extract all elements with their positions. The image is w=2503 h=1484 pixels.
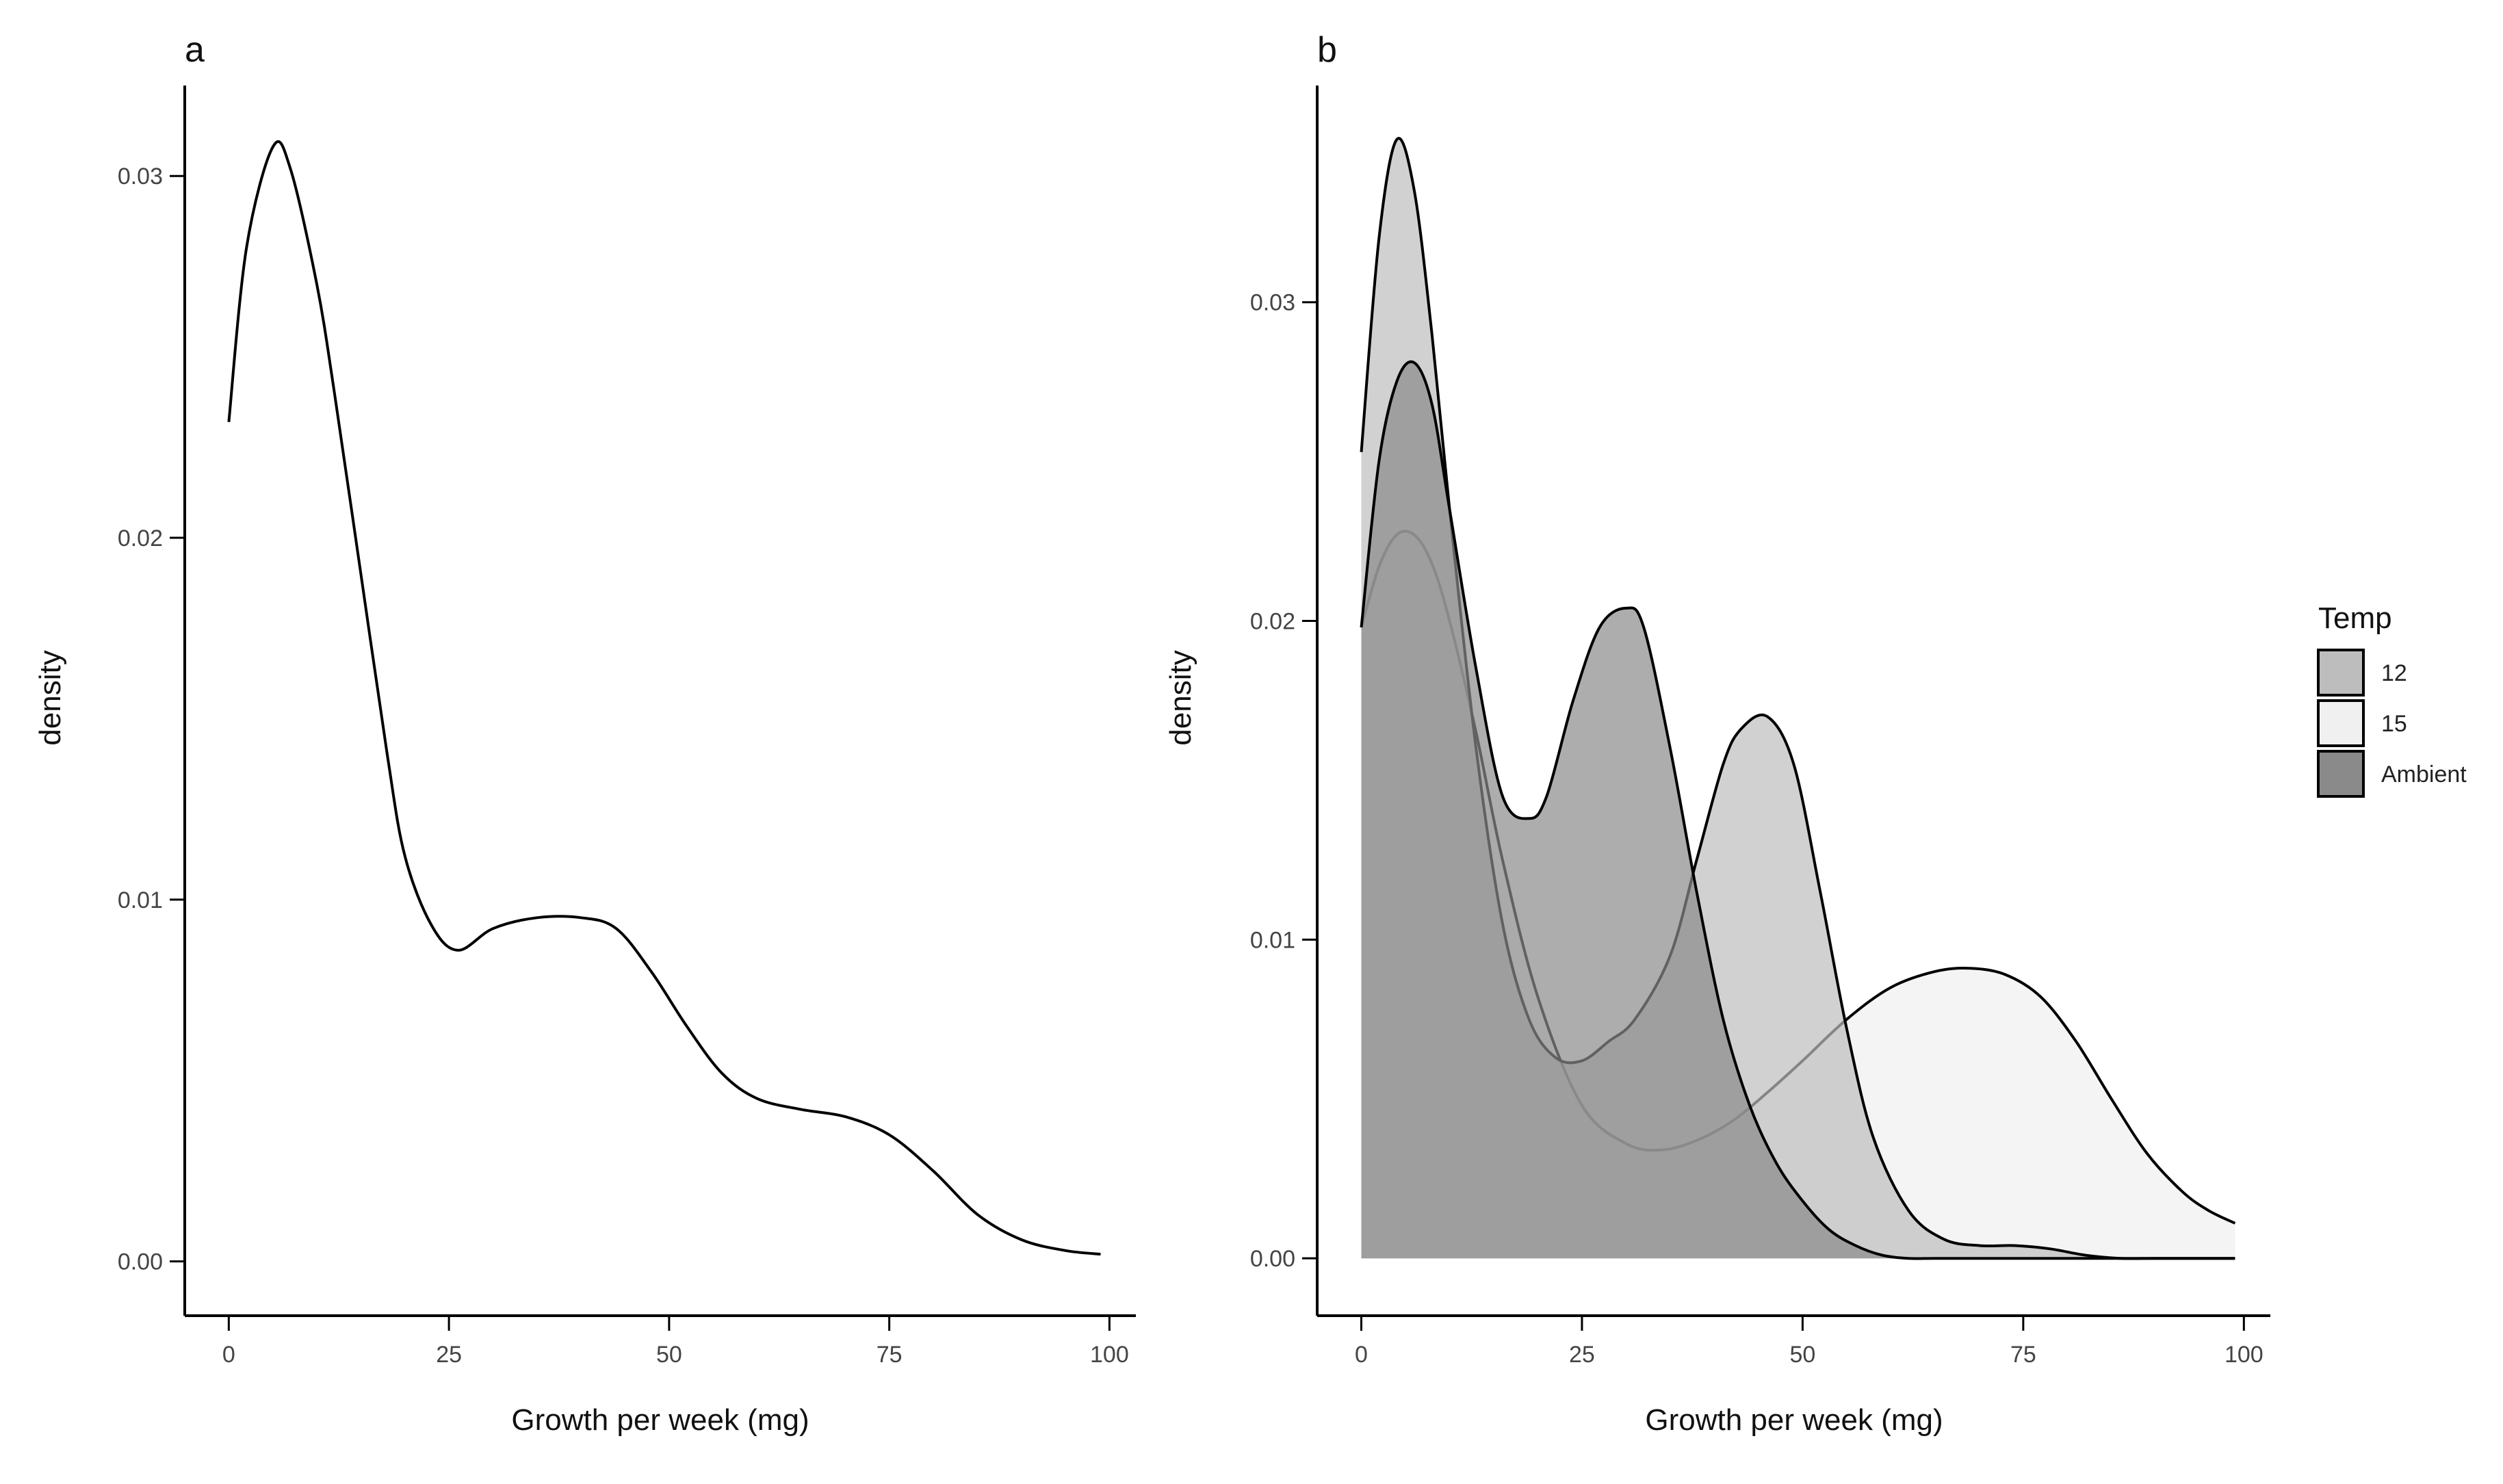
panel-a-label: a (185, 30, 205, 70)
legend-swatch-ambient (2317, 750, 2365, 798)
panel-a-y-tick-label: 0.00 (118, 1249, 163, 1275)
panel-b-x-tick-label: 0 (1355, 1342, 1368, 1368)
legend-label-12: 12 (2381, 660, 2407, 686)
panel-b-x-axis-title: Growth per week (mg) (1645, 1403, 1943, 1437)
legend-title: Temp (2318, 601, 2392, 635)
panel-b-y-axis-title: density (1164, 650, 1197, 745)
panel-a-density-plot: a density Growth per week (mg) 0 25 50 75 10… (34, 30, 1136, 1437)
legend-swatch-15 (2317, 699, 2365, 747)
legend: Temp 12 15 Ambient (2317, 601, 2467, 798)
panel-b-y-tick-label: 0.02 (1250, 609, 1295, 635)
panel-b-y-tick-label: 0.01 (1250, 927, 1295, 953)
panel-a-x-tick-label: 100 (1090, 1342, 1129, 1368)
legend-swatch-12 (2317, 649, 2365, 697)
density-curve-ambient (1360, 360, 2235, 1260)
panel-b-x-tick-label: 75 (2010, 1342, 2036, 1368)
legend-label-15: 15 (2381, 711, 2407, 737)
panel-a-density-curve (227, 140, 1101, 1256)
panel-a-y-axis-title: density (34, 650, 67, 745)
panel-a-y-tick-label: 0.03 (118, 164, 163, 190)
panel-b-density-by-temp: b density Growth per week (mg) 0 25 50 75 10… (1164, 30, 2270, 1437)
panel-a-x-tick-label: 25 (436, 1342, 462, 1368)
panel-b-x-tick-label: 100 (2225, 1342, 2264, 1368)
panel-b-y-tick-label: 0.00 (1250, 1246, 1295, 1272)
panel-a-x-tick-label: 50 (656, 1342, 682, 1368)
panel-a-x-tick-label: 75 (877, 1342, 903, 1368)
panel-a-x-axis-title: Growth per week (mg) (511, 1403, 809, 1437)
panel-a-y-tick-label: 0.02 (118, 525, 163, 551)
panel-b-label: b (1317, 30, 1337, 70)
panel-a-y-tick-label: 0.01 (118, 887, 163, 913)
legend-label-ambient: Ambient (2381, 761, 2467, 787)
panel-b-y-tick-label: 0.03 (1250, 290, 1295, 316)
density-area-15 (1361, 531, 2235, 1259)
panel-a-x-tick-label: 0 (222, 1342, 235, 1368)
panel-b-x-tick-label: 25 (1569, 1342, 1595, 1368)
panel-b-x-tick-label: 50 (1789, 1342, 1815, 1368)
density-area-ambient (1361, 361, 2235, 1259)
